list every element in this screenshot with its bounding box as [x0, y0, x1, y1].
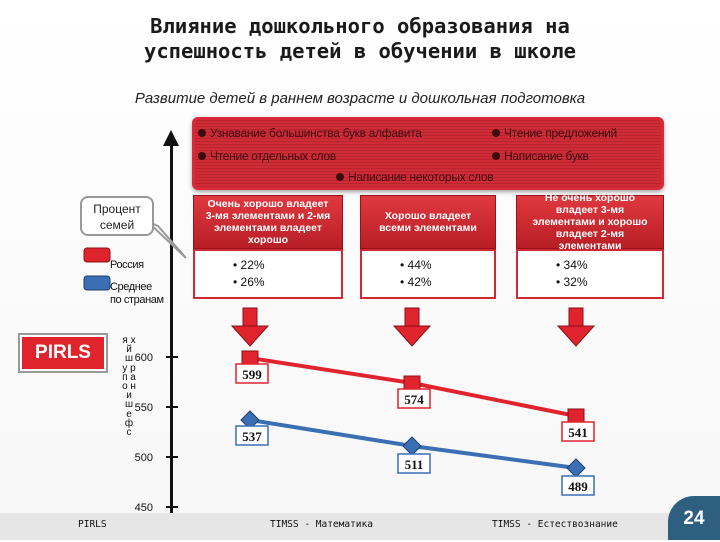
percent-families-callout: Процент семей: [80, 196, 154, 236]
footer-timss-math: TIMSS - Математика: [270, 519, 373, 530]
legend-item-label: Написание некоторых слов: [348, 170, 494, 184]
bullet-icon: [198, 152, 206, 160]
y-tick-label: 500: [135, 452, 153, 464]
value-box-3: • 34% • 32%: [516, 249, 664, 299]
page-number: 24: [668, 496, 720, 540]
value-average: • 26%: [233, 275, 265, 289]
data-label-box: [235, 363, 269, 384]
down-arrow-icon: [556, 307, 596, 347]
pirls-badge: PIRLS: [20, 335, 106, 371]
axis-arrow-icon: [163, 130, 179, 146]
data-label: 541: [568, 425, 588, 440]
data-label: 511: [405, 457, 424, 472]
footer-bar: [0, 513, 720, 540]
y-axis-label: я х й ш у р п а о н и ш е ф с: [122, 335, 136, 439]
legend-item-words: Чтение отдельных слов: [198, 149, 336, 163]
value-russia: • 44%: [400, 258, 432, 272]
data-label-box: [397, 388, 431, 409]
skills-legend-box: [192, 117, 664, 190]
legend-item-alphabet: Узнавание большинства букв алфавита: [198, 126, 422, 140]
data-label-box: [561, 421, 595, 442]
value-average: • 42%: [400, 275, 432, 289]
data-point: [403, 375, 421, 391]
data-point: [241, 350, 259, 366]
category-label: Не очень хорошо владеет 3-мя элементами …: [532, 192, 648, 252]
slide-subtitle: Развитие детей в раннем возрасте и дошко…: [134, 90, 586, 107]
down-arrow-icon: [230, 307, 270, 347]
bullet-icon: [492, 129, 500, 137]
legend-item-label: Узнавание большинства букв алфавита: [210, 126, 422, 140]
footer-pirls: PIRLS: [78, 519, 107, 530]
side-legend-average-1: Среднее: [110, 281, 152, 293]
down-arrow-icon: [392, 307, 432, 347]
value-box-1: • 22% • 26%: [193, 249, 343, 299]
data-point: [566, 458, 586, 478]
data-point: [402, 436, 422, 456]
data-label: 537: [242, 429, 262, 444]
data-label: 599: [242, 367, 262, 382]
data-label-box: [561, 475, 595, 496]
side-legend-russia: Россия: [110, 259, 144, 271]
russia-legend-icon: [83, 247, 111, 263]
value-russia: • 22%: [233, 258, 265, 272]
category-label: Очень хорошо владеет 3-мя элементами и 2…: [205, 198, 331, 246]
y-tick-label: 550: [135, 402, 153, 414]
title-line-2: успешность детей в обучении в школе: [144, 39, 576, 63]
legend-item-some-words: Написание некоторых слов: [336, 170, 494, 184]
bullet-icon: [198, 129, 206, 137]
category-label: Хорошо владеет всеми элементами: [379, 210, 477, 234]
value-box-2: • 44% • 42%: [360, 249, 496, 299]
legend-item-label: Чтение предложений: [504, 126, 617, 140]
data-label-box: [235, 425, 269, 446]
bullet-icon: [336, 173, 344, 181]
vertical-axis: [170, 145, 173, 520]
data-label: 489: [568, 479, 588, 494]
data-point: [567, 408, 585, 424]
callout-line-1: Процент: [93, 202, 141, 216]
value-russia: • 34%: [556, 258, 588, 272]
callout-line-2: семей: [99, 218, 135, 232]
category-box-1: Очень хорошо владеет 3-мя элементами и 2…: [193, 195, 343, 249]
y-tick-label: 450: [135, 502, 153, 514]
category-box-2: Хорошо владеет всеми элементами: [360, 195, 496, 249]
category-box-3: Не очень хорошо владеет 3-мя элементами …: [516, 192, 664, 252]
legend-item-letters: Написание букв: [492, 149, 589, 163]
average-legend-icon: [83, 275, 111, 291]
title-line-1: Влияние дошкольного образования на: [150, 14, 570, 38]
legend-item-label: Чтение отдельных слов: [210, 149, 336, 163]
slide-title: Влияние дошкольного образования на успеш…: [40, 14, 680, 64]
y-tick-label: 600: [135, 352, 153, 364]
data-label: 574: [404, 392, 424, 407]
side-legend-average-2: по странам: [110, 294, 164, 306]
footer-timss-science: TIMSS - Естествознание: [492, 519, 618, 530]
value-average: • 32%: [556, 275, 588, 289]
bullet-icon: [492, 152, 500, 160]
data-label-box: [397, 453, 431, 474]
legend-item-sentences: Чтение предложений: [492, 126, 617, 140]
legend-item-label: Написание букв: [504, 149, 589, 163]
